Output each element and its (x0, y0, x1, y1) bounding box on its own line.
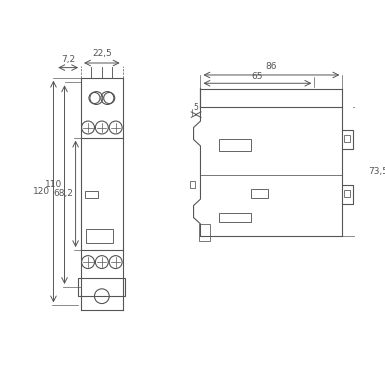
Bar (219, 139, 251, 151)
Bar (344, 135, 350, 142)
Bar (219, 213, 251, 222)
Bar (344, 190, 350, 197)
Text: 22,5: 22,5 (92, 49, 112, 59)
Bar (251, 189, 268, 198)
Text: 5: 5 (194, 103, 199, 112)
Text: 73,5: 73,5 (368, 167, 385, 176)
Text: 65: 65 (252, 72, 263, 80)
Text: 68,2: 68,2 (54, 189, 74, 198)
Bar (199, 224, 210, 241)
Text: 110: 110 (45, 180, 63, 189)
Text: 86: 86 (266, 62, 277, 71)
Text: 7,2: 7,2 (61, 55, 75, 64)
Bar (86, 229, 113, 243)
Bar (85, 191, 98, 199)
Bar (79, 278, 126, 296)
Text: 120: 120 (33, 187, 50, 196)
Bar (190, 181, 196, 188)
